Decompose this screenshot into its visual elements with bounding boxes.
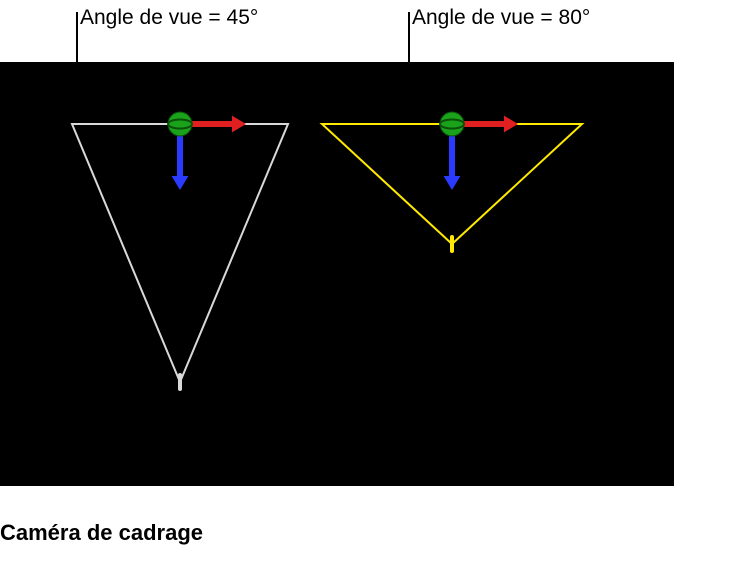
axis-x-arrowhead-icon[interactable]: [504, 116, 518, 133]
axis-y-arrowhead-icon[interactable]: [444, 176, 461, 190]
axis-x-arrowhead-icon[interactable]: [232, 116, 246, 133]
angle-label-right: Angle de vue = 80°: [412, 6, 590, 30]
viewport-3d[interactable]: [0, 62, 674, 486]
angle-label-left: Angle de vue = 45°: [80, 6, 258, 30]
figure-root: { "labels": { "left": "Angle de vue = 45…: [0, 0, 737, 561]
camera-80[interactable]: [282, 84, 622, 314]
gizmo-origin-icon[interactable]: [168, 112, 192, 136]
figure-caption: Caméra de cadrage: [0, 520, 203, 546]
axis-y-arrowhead-icon[interactable]: [172, 176, 189, 190]
gizmo-origin-icon[interactable]: [440, 112, 464, 136]
